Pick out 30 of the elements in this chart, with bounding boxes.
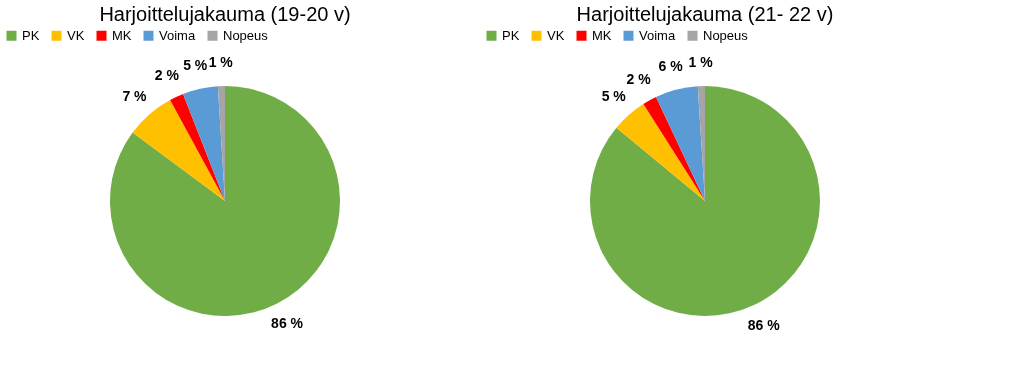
legend-label: MK [112, 27, 132, 43]
data-label: 7 % [122, 87, 148, 104]
chart-title: Harjoittelujakauma (19-20 v) [99, 3, 351, 25]
pie-slice [183, 86, 225, 201]
data-label: 86 % [747, 316, 781, 333]
legend-label: MK [592, 27, 612, 43]
data-label: 2 % [154, 66, 180, 83]
pie-slice [616, 103, 705, 201]
legend-label: Nopeus [223, 27, 269, 43]
legend-label: PK [22, 27, 40, 43]
data-label: 1 % [208, 54, 234, 71]
legend-label: Voima [159, 27, 196, 43]
data-label: 2 % [626, 71, 652, 88]
legend-label: VK [67, 27, 85, 43]
legend-label: Nopeus [703, 27, 749, 43]
data-label: 86 % [271, 315, 304, 332]
data-label: 6 % [658, 58, 684, 75]
pie-slice [643, 96, 705, 201]
pie-slice [170, 93, 225, 201]
chart-title: Harjoittelujakauma (21- 22 v) [576, 3, 834, 25]
data-label: 1 % [688, 54, 714, 71]
pie-slice [110, 86, 340, 316]
data-label: 5 % [601, 88, 627, 105]
legend-label: PK [502, 27, 520, 43]
legend-label: VK [547, 27, 565, 43]
pie-slice [590, 86, 820, 316]
pie-slice [132, 99, 225, 201]
data-label: 5 % [183, 57, 208, 74]
legend-label: Voima [639, 27, 676, 43]
pie-slice [656, 86, 705, 201]
